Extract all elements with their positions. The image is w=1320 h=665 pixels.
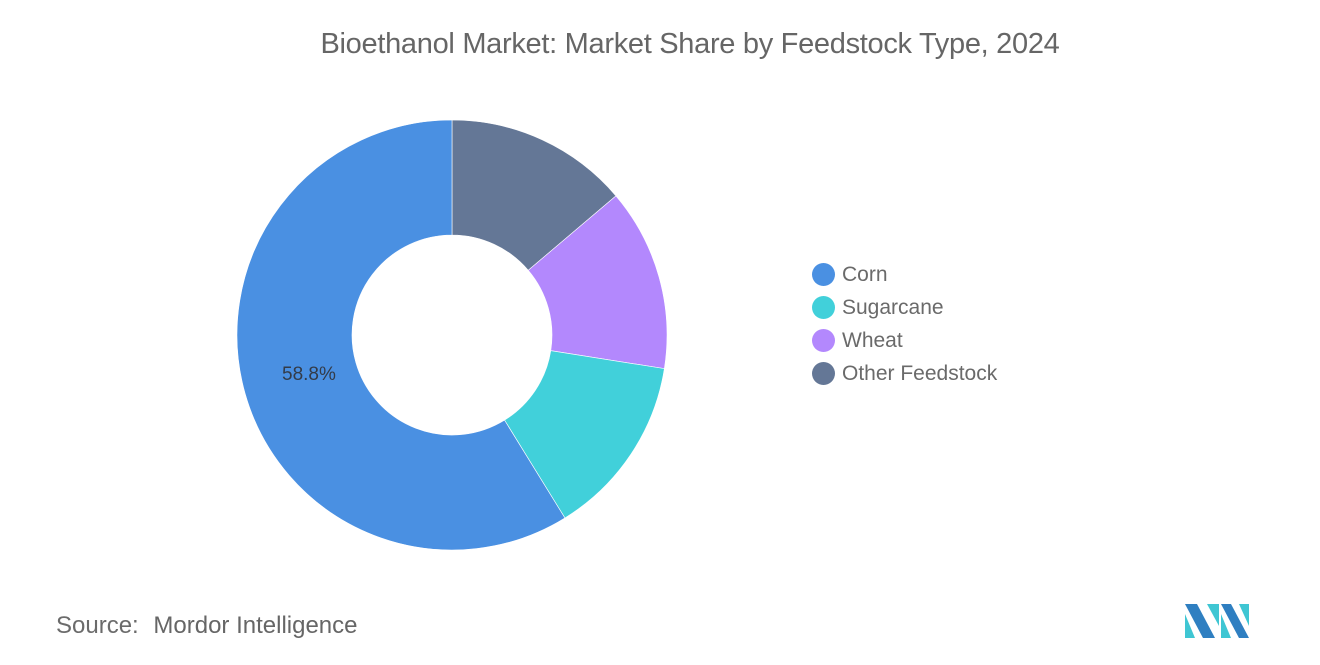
legend-label: Other Feedstock	[842, 361, 998, 385]
legend-item-other-feedstock[interactable]: Other Feedstock	[812, 357, 997, 390]
source-key: Source:	[56, 612, 139, 639]
corn-data-label: 58.8%	[282, 364, 336, 385]
slice-wheat[interactable]	[527, 195, 668, 369]
slice-other-feedstock[interactable]	[451, 119, 617, 271]
slice-corn[interactable]	[236, 119, 566, 551]
source-value: Mordor Intelligence	[153, 612, 358, 639]
legend-swatch-sugarcane-icon	[812, 296, 835, 319]
slice-sugarcane[interactable]	[504, 350, 665, 519]
legend: Corn Sugarcane Wheat Other Feedstock	[812, 258, 997, 390]
chart-title: Bioethanol Market: Market Share by Feeds…	[320, 28, 1060, 60]
legend-item-sugarcane[interactable]: Sugarcane	[812, 291, 997, 324]
mordor-intelligence-logo-icon	[1185, 604, 1249, 638]
legend-label: Corn	[842, 262, 888, 286]
legend-item-corn[interactable]: Corn	[812, 258, 997, 291]
legend-label: Wheat	[842, 328, 903, 352]
legend-label: Sugarcane	[842, 295, 944, 319]
source-note: Source: Mordor Intelligence	[56, 612, 358, 640]
legend-swatch-other-feedstock-icon	[812, 362, 835, 385]
legend-swatch-wheat-icon	[812, 329, 835, 352]
legend-item-wheat[interactable]: Wheat	[812, 324, 997, 357]
legend-swatch-corn-icon	[812, 263, 835, 286]
